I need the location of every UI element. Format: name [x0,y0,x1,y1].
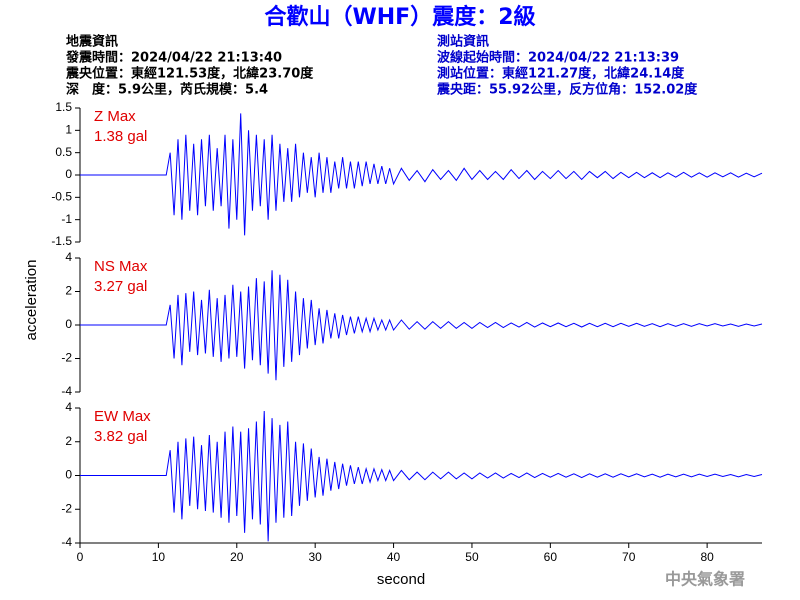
y-tick-label: 1 [65,123,72,137]
waveform [80,411,763,542]
y-tick-label: 4 [65,250,72,264]
y-tick-label: 0.5 [55,145,72,159]
info-line: 發震時間：2024/04/22 21:13:40 [65,50,282,66]
y-tick-label: -2 [61,351,72,365]
y-tick-label: -1 [61,212,72,226]
info-line: 震央距：55.92公里，反方位角：152.02度 [436,82,698,98]
x-tick-label: 50 [465,550,479,564]
x-tick-label: 0 [77,550,84,564]
y-tick-label: -2 [61,501,72,515]
quake-info: 地震資訊 發震時間：2024/04/22 21:13:40 震央位置：東經121… [65,34,314,98]
x-tick-label: 10 [152,550,166,564]
y-tick-label: -4 [61,384,72,398]
y-tick-label: 0 [65,317,72,331]
y-tick-label: -4 [61,535,72,549]
y-tick-label: 2 [65,434,72,448]
max-annotation: Z Max [94,108,136,125]
info-line: 震央位置：東經121.53度，北緯23.70度 [65,66,314,82]
y-tick-label: 4 [65,400,72,414]
info-line: 深 度：5.9公里，芮氏規模：5.4 [66,82,268,98]
y-tick-label: 0 [65,167,72,181]
y-tick-label: -0.5 [51,190,72,204]
x-tick-label: 20 [230,550,244,564]
y-tick-label: 2 [65,284,72,298]
y-axis-label: acceleration [23,260,40,341]
station-info: 測站資訊 波線起始時間：2024/04/22 21:13:39 測站位置：東經1… [436,34,698,98]
x-tick-label: 70 [622,550,636,564]
chart-title: 合歡山（WHF）震度：2級 [264,4,535,30]
max-annotation: 3.27 gal [94,278,147,295]
max-annotation: 1.38 gal [94,128,147,145]
max-annotation: 3.82 gal [94,428,147,445]
y-tick-label: -1.5 [51,234,72,248]
info-line: 波線起始時間：2024/04/22 21:13:39 [437,50,679,66]
waveform [80,113,763,236]
x-tick-label: 30 [308,550,322,564]
max-annotation: EW Max [94,408,151,425]
waveform [80,270,763,381]
max-annotation: NS Max [94,258,148,275]
footer-agency: 中央氣象署 [665,570,745,589]
x-tick-label: 60 [544,550,558,564]
info-line: 測站資訊 [437,34,489,50]
info-line: 地震資訊 [66,34,118,50]
x-axis-label: second [377,571,425,588]
y-tick-label: 1.5 [55,100,72,114]
x-tick-label: 40 [387,550,401,564]
info-line: 測站位置：東經121.27度，北緯24.14度 [437,66,685,82]
y-tick-label: 0 [65,468,72,482]
x-tick-label: 80 [700,550,714,564]
